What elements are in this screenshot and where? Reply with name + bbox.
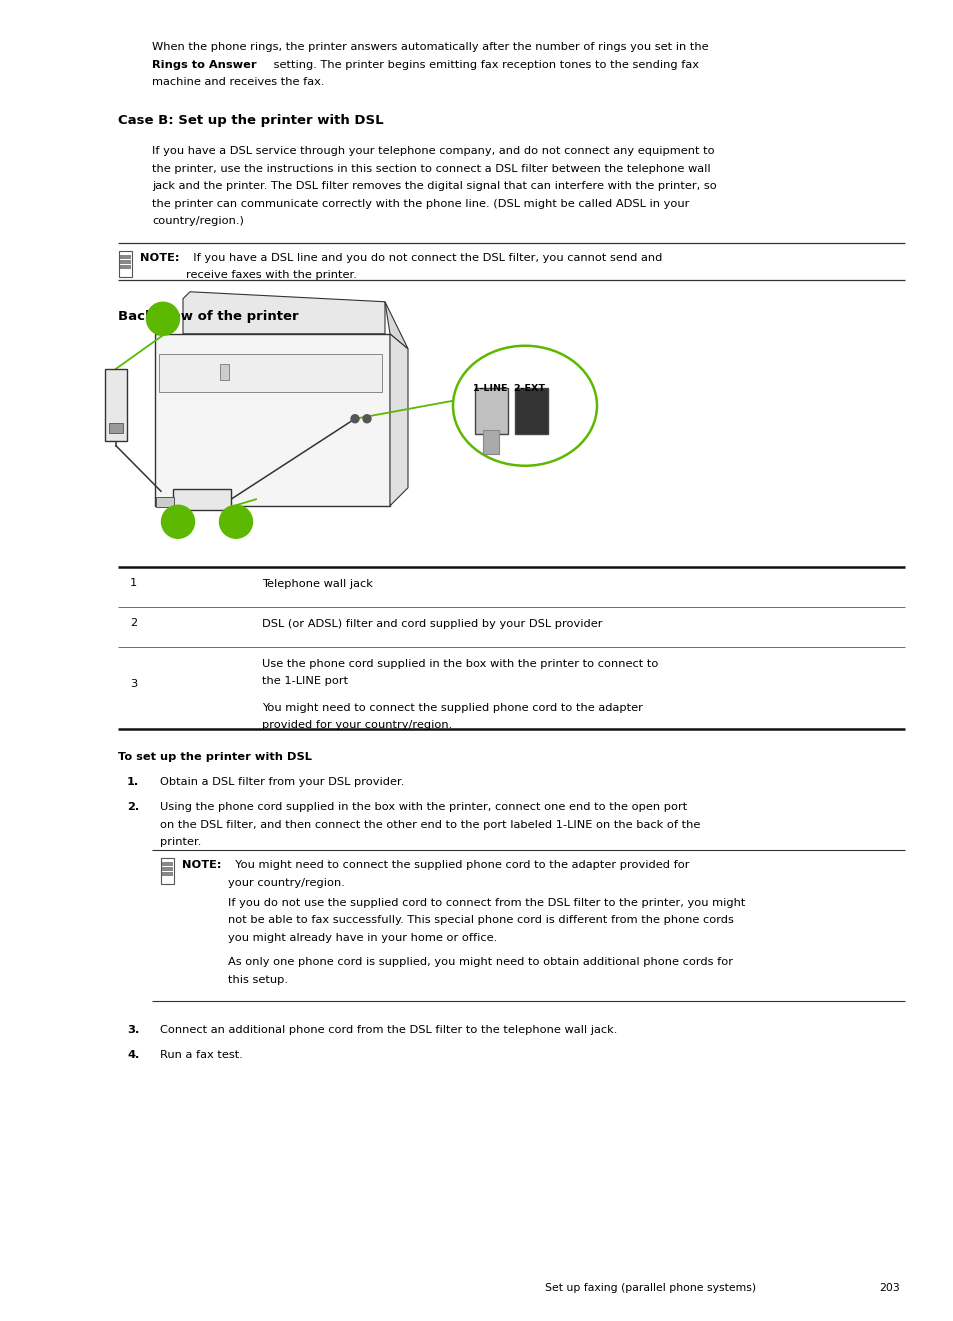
Circle shape [161, 505, 194, 538]
Text: not be able to fax successfully. This special phone cord is different from the p: not be able to fax successfully. This sp… [229, 915, 734, 925]
FancyBboxPatch shape [515, 388, 547, 433]
Circle shape [351, 415, 358, 423]
FancyBboxPatch shape [475, 388, 507, 433]
Text: 2.: 2. [127, 802, 139, 812]
Text: Set up faxing (parallel phone systems): Set up faxing (parallel phone systems) [544, 1283, 756, 1293]
Text: DSL (or ADSL) filter and cord supplied by your DSL provider: DSL (or ADSL) filter and cord supplied b… [262, 618, 602, 629]
FancyBboxPatch shape [162, 863, 172, 867]
FancyBboxPatch shape [120, 260, 131, 264]
Text: As only one phone cord is supplied, you might need to obtain additional phone co: As only one phone cord is supplied, you … [229, 958, 733, 967]
FancyBboxPatch shape [162, 867, 172, 871]
Circle shape [219, 505, 253, 538]
Text: If you have a DSL line and you do not connect the DSL filter, you cannot send an: If you have a DSL line and you do not co… [186, 252, 662, 263]
Text: If you do not use the supplied cord to connect from the DSL filter to the printe: If you do not use the supplied cord to c… [229, 898, 745, 908]
Text: Rings to Answer: Rings to Answer [152, 59, 256, 70]
Text: machine and receives the fax.: machine and receives the fax. [152, 77, 324, 87]
Text: You might need to connect the supplied phone cord to the adapter provided for: You might need to connect the supplied p… [229, 860, 689, 871]
FancyBboxPatch shape [120, 266, 131, 269]
Polygon shape [385, 301, 408, 349]
Text: Case B: Set up the printer with DSL: Case B: Set up the printer with DSL [118, 114, 383, 127]
Circle shape [363, 415, 371, 423]
Text: 4.: 4. [127, 1050, 139, 1059]
Text: 1-LINE  2-EXT: 1-LINE 2-EXT [473, 383, 544, 392]
Text: 3: 3 [130, 679, 137, 688]
Text: printer.: printer. [160, 838, 201, 847]
Text: Use the phone cord supplied in the box with the printer to connect to: Use the phone cord supplied in the box w… [262, 659, 658, 668]
Text: the 1-LINE port: the 1-LINE port [262, 676, 348, 686]
Text: Using the phone cord supplied in the box with the printer, connect one end to th: Using the phone cord supplied in the box… [160, 802, 686, 812]
Text: Run a fax test.: Run a fax test. [160, 1050, 243, 1059]
Polygon shape [390, 334, 408, 506]
FancyBboxPatch shape [159, 354, 381, 392]
Text: You might need to connect the supplied phone cord to the adapter: You might need to connect the supplied p… [262, 703, 642, 712]
FancyBboxPatch shape [154, 334, 390, 506]
FancyBboxPatch shape [482, 429, 498, 453]
FancyBboxPatch shape [120, 255, 131, 259]
Text: on the DSL filter, and then connect the other end to the port labeled 1-LINE on : on the DSL filter, and then connect the … [160, 820, 700, 830]
Text: 1: 1 [130, 577, 137, 588]
Text: If you have a DSL service through your telephone company, and do not connect any: If you have a DSL service through your t… [152, 147, 714, 156]
Circle shape [147, 303, 179, 336]
Text: 3: 3 [232, 515, 240, 528]
Text: Telephone wall jack: Telephone wall jack [262, 579, 373, 589]
Text: setting. The printer begins emitting fax reception tones to the sending fax: setting. The printer begins emitting fax… [271, 59, 699, 70]
FancyBboxPatch shape [162, 872, 172, 876]
Polygon shape [183, 292, 385, 334]
Text: provided for your country/region.: provided for your country/region. [262, 720, 452, 731]
FancyBboxPatch shape [156, 497, 173, 507]
Text: jack and the printer. The DSL filter removes the digital signal that can interfe: jack and the printer. The DSL filter rem… [152, 181, 716, 192]
Text: you might already have in your home or office.: you might already have in your home or o… [229, 933, 497, 943]
Text: this setup.: this setup. [229, 975, 288, 984]
Text: 2: 2 [130, 618, 137, 627]
Text: receive faxes with the printer.: receive faxes with the printer. [186, 271, 357, 280]
FancyBboxPatch shape [220, 363, 229, 379]
Text: Obtain a DSL filter from your DSL provider.: Obtain a DSL filter from your DSL provid… [160, 777, 404, 787]
Text: When the phone rings, the printer answers automatically after the number of ring: When the phone rings, the printer answer… [152, 42, 708, 52]
Text: the printer can communicate correctly with the phone line. (DSL might be called : the printer can communicate correctly wi… [152, 198, 689, 209]
Text: the printer, use the instructions in this section to connect a DSL filter betwee: the printer, use the instructions in thi… [152, 164, 710, 173]
Text: NOTE:: NOTE: [182, 860, 221, 871]
Text: To set up the printer with DSL: To set up the printer with DSL [118, 752, 312, 761]
Text: country/region.): country/region.) [152, 217, 244, 226]
Text: 1: 1 [158, 312, 167, 325]
Text: 203: 203 [879, 1283, 899, 1293]
Text: NOTE:: NOTE: [140, 252, 179, 263]
Text: Back view of the printer: Back view of the printer [118, 309, 298, 322]
Text: 3.: 3. [127, 1025, 139, 1034]
FancyBboxPatch shape [105, 369, 127, 441]
Text: 2: 2 [173, 515, 182, 528]
Text: Connect an additional phone cord from the DSL filter to the telephone wall jack.: Connect an additional phone cord from th… [160, 1025, 617, 1034]
Ellipse shape [453, 346, 597, 466]
FancyBboxPatch shape [109, 423, 123, 433]
Text: 1.: 1. [127, 777, 139, 787]
Text: your country/region.: your country/region. [229, 877, 345, 888]
FancyBboxPatch shape [172, 489, 231, 510]
